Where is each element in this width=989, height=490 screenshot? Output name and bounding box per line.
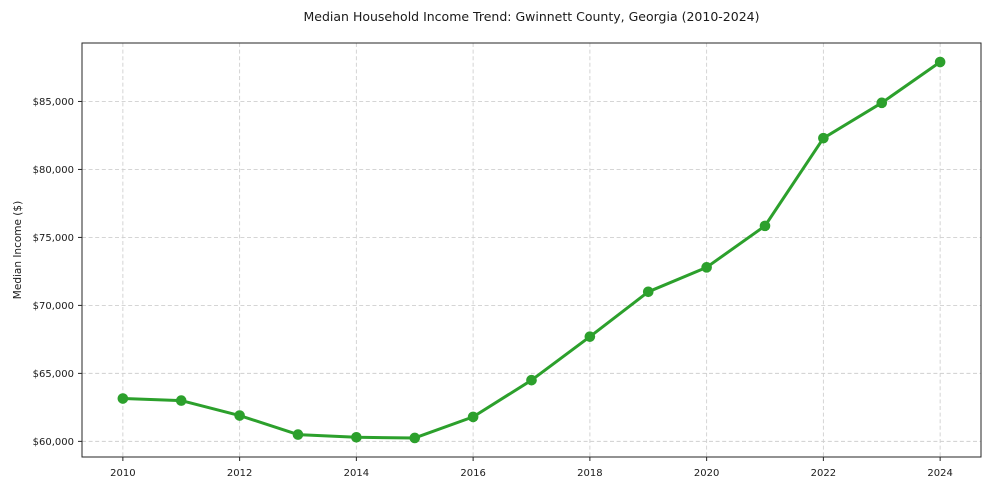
x-tick-label: 2010 [110, 468, 135, 479]
x-tick-label: 2016 [460, 468, 485, 479]
data-point [584, 331, 596, 342]
x-tick-label: 2024 [927, 468, 952, 479]
data-point [117, 393, 129, 404]
x-tick-label: 2018 [577, 468, 602, 479]
data-point [467, 411, 479, 423]
data-point [351, 431, 362, 443]
data-point [818, 132, 829, 144]
data-point [409, 432, 421, 444]
data-point [934, 56, 946, 68]
data-point [642, 286, 654, 298]
y-tick-label: $70,000 [33, 301, 74, 312]
y-tick-label: $75,000 [33, 233, 74, 244]
data-point [759, 220, 771, 232]
x-tick-label: 2020 [694, 468, 719, 479]
data-point [876, 97, 888, 109]
x-tick-label: 2014 [344, 468, 369, 479]
data-point [234, 410, 245, 421]
data-point [701, 262, 712, 273]
data-point [292, 429, 304, 440]
data-point [175, 395, 187, 406]
y-tick-label: $80,000 [33, 165, 74, 176]
y-tick-label: $60,000 [33, 437, 74, 448]
y-tick-label: $65,000 [33, 369, 74, 380]
x-tick-label: 2022 [811, 468, 836, 479]
data-point [526, 374, 537, 386]
chart-title: Median Household Income Trend: Gwinnett … [303, 9, 760, 24]
x-tick-label: 2012 [227, 468, 252, 479]
y-tick-label: $85,000 [33, 97, 74, 108]
plot-frame [81, 42, 982, 458]
